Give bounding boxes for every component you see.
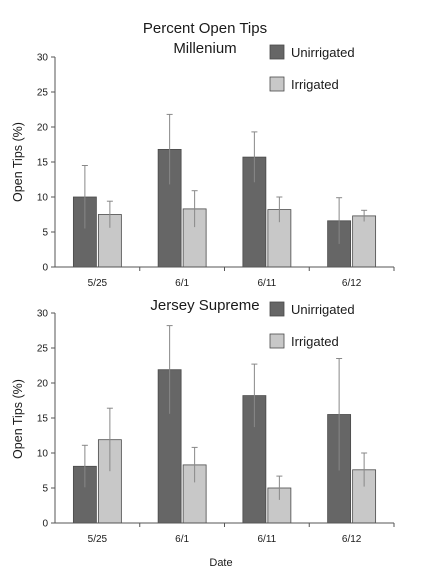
legend-label-irrigated: Irrigated bbox=[291, 77, 339, 92]
bars bbox=[72, 369, 377, 524]
y-ticks: 0 5 10 15 20 25 30 bbox=[37, 53, 55, 274]
y-tick-label: 0 bbox=[42, 263, 48, 274]
y-axis-label: Open Tips (%) bbox=[11, 122, 25, 202]
y-tick-label: 15 bbox=[37, 158, 49, 169]
legend-swatch-unirrigated bbox=[269, 301, 285, 317]
x-ticks: 5/25 6/1 6/11 6/12 bbox=[88, 523, 395, 545]
x-tick-label: 6/1 bbox=[175, 278, 189, 289]
x-tick-label: 5/25 bbox=[88, 278, 108, 289]
chart-title: Percent Open Tips bbox=[143, 20, 267, 37]
chart-title: Jersey Supreme bbox=[150, 297, 259, 314]
y-tick-label: 10 bbox=[37, 193, 49, 204]
legend: Unirrigated Irrigated bbox=[269, 44, 355, 92]
y-tick-label: 20 bbox=[37, 379, 49, 390]
y-tick-label: 10 bbox=[37, 449, 49, 460]
y-tick-label: 5 bbox=[42, 484, 48, 495]
x-tick-label: 6/12 bbox=[342, 278, 362, 289]
error-bars bbox=[81, 113, 368, 244]
y-tick-label: 30 bbox=[37, 53, 49, 64]
legend: Unirrigated Irrigated bbox=[269, 301, 355, 349]
x-tick-label: 5/25 bbox=[88, 534, 108, 545]
y-tick-label: 20 bbox=[37, 123, 49, 134]
y-tick-label: 5 bbox=[42, 228, 48, 239]
x-tick-label: 6/11 bbox=[258, 534, 277, 545]
x-tick-label: 6/12 bbox=[342, 534, 362, 545]
y-tick-label: 30 bbox=[37, 309, 49, 320]
bars bbox=[72, 148, 377, 268]
legend-swatch-irrigated bbox=[269, 76, 285, 92]
chart-panel-millenium: Percent Open Tips Millenium Open Tips (%… bbox=[11, 20, 395, 289]
legend-label-unirrigated: Unirrigated bbox=[291, 45, 355, 60]
chart-subtitle: Millenium bbox=[173, 40, 236, 57]
x-tick-label: 6/11 bbox=[258, 278, 277, 289]
legend-swatch-irrigated bbox=[269, 333, 285, 349]
y-tick-label: 25 bbox=[37, 88, 49, 99]
chart-panel-jersey-supreme: Jersey Supreme Open Tips (%) Date 0 5 10 15… bbox=[11, 297, 395, 569]
bar-irrigated-3 bbox=[352, 215, 377, 268]
legend-swatch-unirrigated bbox=[269, 44, 285, 60]
y-ticks: 0 5 10 15 20 25 30 bbox=[37, 309, 55, 530]
y-tick-label: 15 bbox=[37, 414, 49, 425]
y-axis-label: Open Tips (%) bbox=[11, 379, 25, 459]
y-tick-label: 25 bbox=[37, 344, 49, 355]
x-tick-label: 6/1 bbox=[175, 534, 189, 545]
x-axis-label: Date bbox=[209, 557, 232, 569]
legend-label-unirrigated: Unirrigated bbox=[291, 302, 355, 317]
legend-label-irrigated: Irrigated bbox=[291, 334, 339, 349]
y-tick-label: 0 bbox=[42, 519, 48, 530]
error-bars bbox=[81, 325, 368, 500]
x-ticks: 5/25 6/1 6/11 6/12 bbox=[88, 267, 395, 289]
